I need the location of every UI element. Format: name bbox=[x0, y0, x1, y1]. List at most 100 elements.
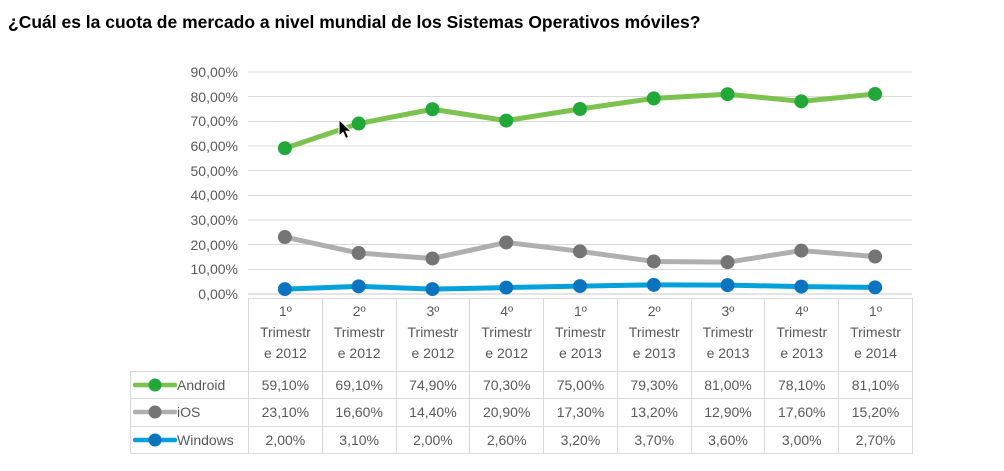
value-cell: 2,00% bbox=[395, 425, 471, 454]
category-header-cell: 3º Trimestr e 2012 bbox=[395, 298, 471, 372]
category-header-cell: 4º Trimestr e 2012 bbox=[469, 298, 545, 372]
category-header-cell: 4º Trimestr e 2013 bbox=[764, 298, 840, 372]
legend-label: Android bbox=[177, 377, 226, 394]
data-point-android bbox=[720, 87, 735, 102]
table-row-ios: iOS 23,10% 16,60% 14,40% 20,90% 17,30% 13,20% 1… bbox=[130, 398, 913, 427]
value-cell: 13,20% bbox=[616, 398, 692, 427]
data-point-ios bbox=[720, 255, 735, 270]
data-point-android bbox=[425, 102, 440, 117]
value-cell: 3,60% bbox=[690, 425, 766, 454]
y-axis-tick-label: 10,00% bbox=[190, 261, 238, 278]
category-header-line: Trimestr bbox=[259, 324, 311, 340]
category-header-line: Trimestr bbox=[481, 324, 533, 340]
category-header-line: 1º bbox=[869, 303, 882, 319]
category-header-line: 4º bbox=[500, 303, 514, 319]
data-point-windows bbox=[794, 279, 809, 294]
data-point-ios bbox=[794, 243, 809, 258]
value-cell: 16,60% bbox=[321, 398, 397, 427]
table-row-windows: Windows 2,00% 3,10% 2,00% 2,60% 3,20% 3,70% 3,6… bbox=[130, 425, 913, 454]
category-header-line: Trimestr bbox=[702, 324, 754, 340]
data-point-windows bbox=[499, 280, 514, 295]
data-point-ios bbox=[277, 230, 292, 245]
data-table-body: Android 59,10% 69,10% 74,90% 70,30% 75,00% 79,… bbox=[130, 370, 913, 454]
data-point-ios bbox=[425, 251, 440, 266]
value-cell: 81,10% bbox=[838, 370, 913, 400]
data-point-windows bbox=[720, 278, 735, 293]
category-header-line: e 2012 bbox=[263, 345, 307, 361]
value-cell: 2,70% bbox=[838, 425, 913, 454]
data-point-windows bbox=[646, 277, 661, 292]
data-point-android bbox=[573, 102, 587, 116]
data-table-header-row: 1º Trimestr e 2012 2º Trimestr e 2012 3º Trimes… bbox=[131, 298, 913, 372]
chart-data-table: 1º Trimestr e 2012 2º Trimestr e 2012 3º Trimes… bbox=[130, 298, 913, 454]
value-cell: 59,10% bbox=[248, 370, 323, 400]
category-header-line: 1º bbox=[573, 303, 587, 319]
legend-label: iOS bbox=[177, 404, 201, 421]
mouse-cursor-icon bbox=[338, 119, 353, 140]
category-header-line: Trimestr bbox=[333, 324, 385, 340]
category-header-cell: 2º Trimestr e 2012 bbox=[321, 298, 397, 372]
data-point-windows bbox=[868, 280, 883, 295]
value-cell: 17,60% bbox=[764, 398, 840, 427]
category-header-line: Trimestr bbox=[628, 324, 680, 340]
value-cell: 3,00% bbox=[764, 425, 840, 454]
category-header-cell: 1º Trimestr e 2013 bbox=[543, 298, 618, 372]
legend-entry: Android bbox=[131, 377, 248, 393]
value-cell: 15,20% bbox=[838, 398, 913, 427]
value-cell: 75,00% bbox=[543, 370, 618, 400]
category-header-line: 3º bbox=[721, 303, 735, 319]
data-table-corner-blank bbox=[131, 299, 249, 372]
category-header-line: Trimestr bbox=[407, 324, 459, 340]
category-header-line: 1º bbox=[278, 303, 292, 319]
data-point-windows bbox=[277, 282, 292, 297]
legend-entry: iOS bbox=[131, 404, 248, 420]
value-cell: 12,90% bbox=[690, 398, 766, 427]
value-cell: 3,20% bbox=[543, 425, 618, 454]
category-header-line: 4º bbox=[795, 303, 809, 319]
category-header-line: Trimestr bbox=[850, 324, 901, 340]
value-cell: 81,00% bbox=[690, 370, 766, 400]
legend-label: Windows bbox=[177, 431, 234, 448]
data-point-windows bbox=[351, 279, 366, 294]
value-cell: 70,30% bbox=[469, 370, 545, 400]
y-axis-tick-label: 70,00% bbox=[190, 113, 238, 130]
value-cell: 2,00% bbox=[248, 425, 323, 454]
category-header-line: e 2014 bbox=[854, 345, 897, 361]
y-axis-tick-label: 90,00% bbox=[190, 64, 238, 80]
value-cell: 17,30% bbox=[543, 398, 618, 427]
value-cell: 2,60% bbox=[469, 425, 545, 454]
category-header-line: 2º bbox=[647, 303, 661, 319]
data-point-ios bbox=[573, 244, 587, 259]
category-header-line: e 2012 bbox=[337, 345, 381, 361]
data-point-ios bbox=[351, 246, 366, 261]
value-cell: 79,30% bbox=[616, 370, 692, 400]
value-cell: 20,90% bbox=[469, 398, 545, 427]
value-cell: 3,10% bbox=[321, 425, 397, 454]
value-cell: 74,90% bbox=[395, 370, 471, 400]
legend-cell: Windows bbox=[130, 425, 249, 454]
category-header-cell: 1º Trimestr e 2014 bbox=[838, 298, 913, 372]
data-point-android bbox=[351, 116, 366, 131]
category-header-cell: 1º Trimestr e 2012 bbox=[248, 298, 323, 372]
data-point-android bbox=[277, 141, 292, 156]
legend-entry: Windows bbox=[131, 432, 248, 448]
data-point-ios bbox=[868, 249, 883, 264]
category-header-line: e 2013 bbox=[632, 345, 676, 361]
value-cell: 14,40% bbox=[395, 398, 471, 427]
category-header-line: Trimestr bbox=[555, 324, 606, 340]
legend-key-icon bbox=[133, 405, 177, 419]
data-point-android bbox=[868, 86, 883, 101]
y-axis-tick-label: 0,00% bbox=[198, 286, 238, 302]
data-point-android bbox=[794, 94, 809, 109]
plot-area bbox=[248, 71, 912, 297]
data-point-windows bbox=[573, 279, 587, 294]
y-axis-tick-label: 40,00% bbox=[190, 187, 238, 204]
y-axis-tick-label: 50,00% bbox=[190, 162, 238, 179]
data-point-ios bbox=[646, 254, 661, 269]
category-header-line: e 2012 bbox=[411, 345, 455, 361]
y-axis-tick-label: 30,00% bbox=[190, 212, 238, 228]
legend-cell: Android bbox=[130, 370, 249, 400]
category-header-line: e 2013 bbox=[559, 345, 602, 361]
table-row-android: Android 59,10% 69,10% 74,90% 70,30% 75,00% 79,… bbox=[130, 370, 913, 400]
